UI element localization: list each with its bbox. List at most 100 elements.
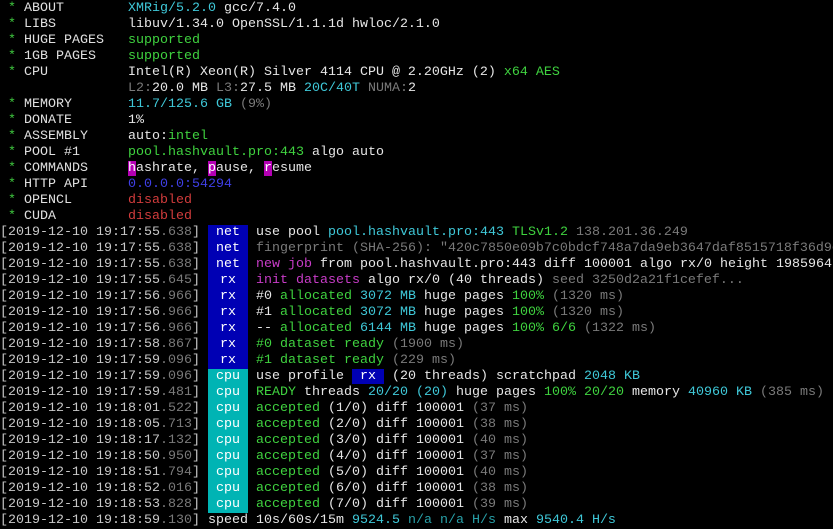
- message-segment: accepted: [256, 449, 320, 464]
- timestamp-time: 2019-12-10 19:18:59: [8, 513, 160, 528]
- timestamp-time: 2019-12-10 19:18:01: [8, 401, 160, 416]
- timestamp-open: [: [0, 305, 8, 320]
- log-message: use profile rx (20 threads) scratchpad 2…: [256, 369, 640, 385]
- timestamp-time: 2019-12-10 19:17:55: [8, 273, 160, 288]
- header-row: * HTTP API 0.0.0.0:54294: [0, 177, 833, 193]
- log-message: #1 allocated 3072 MB huge pages 100% (13…: [256, 305, 624, 321]
- message-segment: (1320 ms): [543, 305, 624, 320]
- timestamp-open: [: [0, 321, 8, 336]
- value-segment: Intel(R) Xeon(R) Silver 4114 CPU @ 2.20G…: [128, 65, 496, 80]
- header-label: LIBS: [24, 17, 56, 32]
- message-segment: accepted: [256, 401, 320, 416]
- value-segment: libuv/1.34.0 OpenSSL/1.1.1d hwloc/2.1.0: [128, 17, 440, 32]
- timestamp-close: ]: [191, 369, 200, 384]
- bullet-star-icon: *: [8, 33, 16, 48]
- timestamp-close: ]: [191, 273, 200, 288]
- timestamp-close: ]: [191, 481, 200, 496]
- message-segment: from: [312, 257, 360, 272]
- message-segment: 2048 KB: [583, 369, 640, 384]
- value-segment: L2:: [128, 81, 152, 96]
- log-row: [2019-12-10 19:18:17.132] cpu accepted (3/…: [0, 433, 833, 449]
- message-segment: (5/0): [320, 465, 368, 480]
- tag-badge-net: net: [208, 241, 248, 257]
- header-row: L2:20.0 MB L3:27.5 MB 20C/40T NUMA:2: [0, 81, 833, 97]
- message-segment: huge pages: [415, 305, 512, 320]
- value-segment: supported: [128, 49, 200, 64]
- timestamp-close: ]: [191, 401, 200, 416]
- message-segment: (229 ms): [383, 353, 456, 368]
- timestamp: [2019-12-10 19:17:55.638]: [0, 241, 200, 257]
- message-segment: scratchpad: [487, 369, 584, 384]
- message-segment: diff: [368, 481, 416, 496]
- header-label: MEMORY: [24, 97, 72, 112]
- message-segment: (3/0): [320, 433, 368, 448]
- value-segment: 20.0 MB: [152, 81, 208, 96]
- message-segment: --: [256, 321, 272, 336]
- timestamp-open: [: [0, 225, 8, 240]
- timestamp-ms: .867: [159, 337, 192, 352]
- tag-badge-cpu: cpu: [208, 497, 248, 513]
- timestamp: [2019-12-10 19:18:59.130]: [0, 513, 200, 529]
- timestamp: [2019-12-10 19:17:56.966]: [0, 321, 200, 337]
- timestamp-time: 2019-12-10 19:18:17: [8, 433, 160, 448]
- message-segment: (4/0): [320, 449, 368, 464]
- bullet-star-icon: *: [8, 97, 16, 112]
- timestamp-open: [: [0, 257, 8, 272]
- header-row: * CUDA disabled: [0, 209, 833, 225]
- message-segment: (1320 ms): [543, 289, 624, 304]
- log-row: [2019-12-10 19:17:59.096] cpu use profile …: [0, 369, 833, 385]
- header-label: ASSEMBLY: [24, 129, 88, 144]
- header-value: XMRig/5.2.0 gcc/7.4.0: [128, 1, 296, 17]
- header-row: * COMMANDS hashrate, pause, resume: [0, 161, 833, 177]
- tag-badge-cpu: cpu: [208, 465, 248, 481]
- bullet-star-icon: *: [8, 209, 16, 224]
- message-segment: diff: [535, 257, 584, 272]
- timestamp-open: [: [0, 401, 8, 416]
- timestamp-time: 2019-12-10 19:17:59: [8, 369, 160, 384]
- timestamp-open: [: [0, 433, 8, 448]
- tag-badge-rx: rx: [208, 321, 248, 337]
- header-label: OPENCL: [24, 193, 72, 208]
- message-segment: height: [711, 257, 776, 272]
- timestamp-time: 2019-12-10 19:17:59: [8, 385, 160, 400]
- log-row: [2019-12-10 19:17:56.966] rx #0 allocated …: [0, 289, 833, 305]
- bullet-star-icon: *: [8, 161, 16, 176]
- message-segment: (2/0): [320, 417, 368, 432]
- header-value: 11.7/125.6 GB (9%): [128, 97, 272, 113]
- message-segment: accepted: [256, 481, 320, 496]
- timestamp-close: ]: [191, 385, 200, 400]
- log-row: [2019-12-10 19:17:55.638] net fingerprint …: [0, 241, 833, 257]
- timestamp-time: 2019-12-10 19:17:56: [8, 289, 160, 304]
- message-segment: (1900 ms): [383, 337, 464, 352]
- log-row: [2019-12-10 19:17:59.096] rx #1 dataset re…: [0, 353, 833, 369]
- message-segment: (1/0): [320, 401, 368, 416]
- header-label: POOL #1: [24, 145, 80, 160]
- value-segment: esume: [271, 161, 312, 176]
- timestamp-close: ]: [191, 465, 200, 480]
- value-segment: 27.5 MB: [240, 81, 296, 96]
- value-segment: XMRig/5.2.0: [128, 1, 216, 16]
- header-value: L2:20.0 MB L3:27.5 MB 20C/40T NUMA:2: [128, 81, 416, 97]
- message-segment: (20): [407, 385, 448, 400]
- timestamp-ms: .950: [159, 449, 192, 464]
- bullet-star-icon: *: [8, 177, 16, 192]
- timestamp-open: [: [0, 465, 8, 480]
- log-message: #0 allocated 3072 MB huge pages 100% (13…: [256, 289, 624, 305]
- timestamp-open: [: [0, 273, 8, 288]
- message-segment: 9540.4 H/s: [535, 513, 616, 528]
- log-message: use pool pool.hashvault.pro:443 TLSv1.2 …: [256, 225, 688, 241]
- value-segment: r: [263, 161, 272, 176]
- timestamp-ms: .794: [159, 465, 192, 480]
- timestamp: [2019-12-10 19:18:52.016]: [0, 481, 200, 497]
- message-segment: 3072 MB: [351, 305, 416, 320]
- tag-badge-cpu: cpu: [208, 401, 248, 417]
- timestamp-close: ]: [191, 321, 200, 336]
- header-label: HUGE PAGES: [24, 33, 104, 48]
- message-segment: (40 ms): [464, 433, 528, 448]
- timestamp: [2019-12-10 19:17:55.638]: [0, 225, 200, 241]
- header-value: hashrate, pause, resume: [128, 161, 312, 177]
- header-row: * MEMORY 11.7/125.6 GB (9%): [0, 97, 833, 113]
- tag-badge-rx: rx: [208, 305, 248, 321]
- message-segment: fingerprint (SHA-256): "420c7850e09b7c0b…: [256, 241, 833, 256]
